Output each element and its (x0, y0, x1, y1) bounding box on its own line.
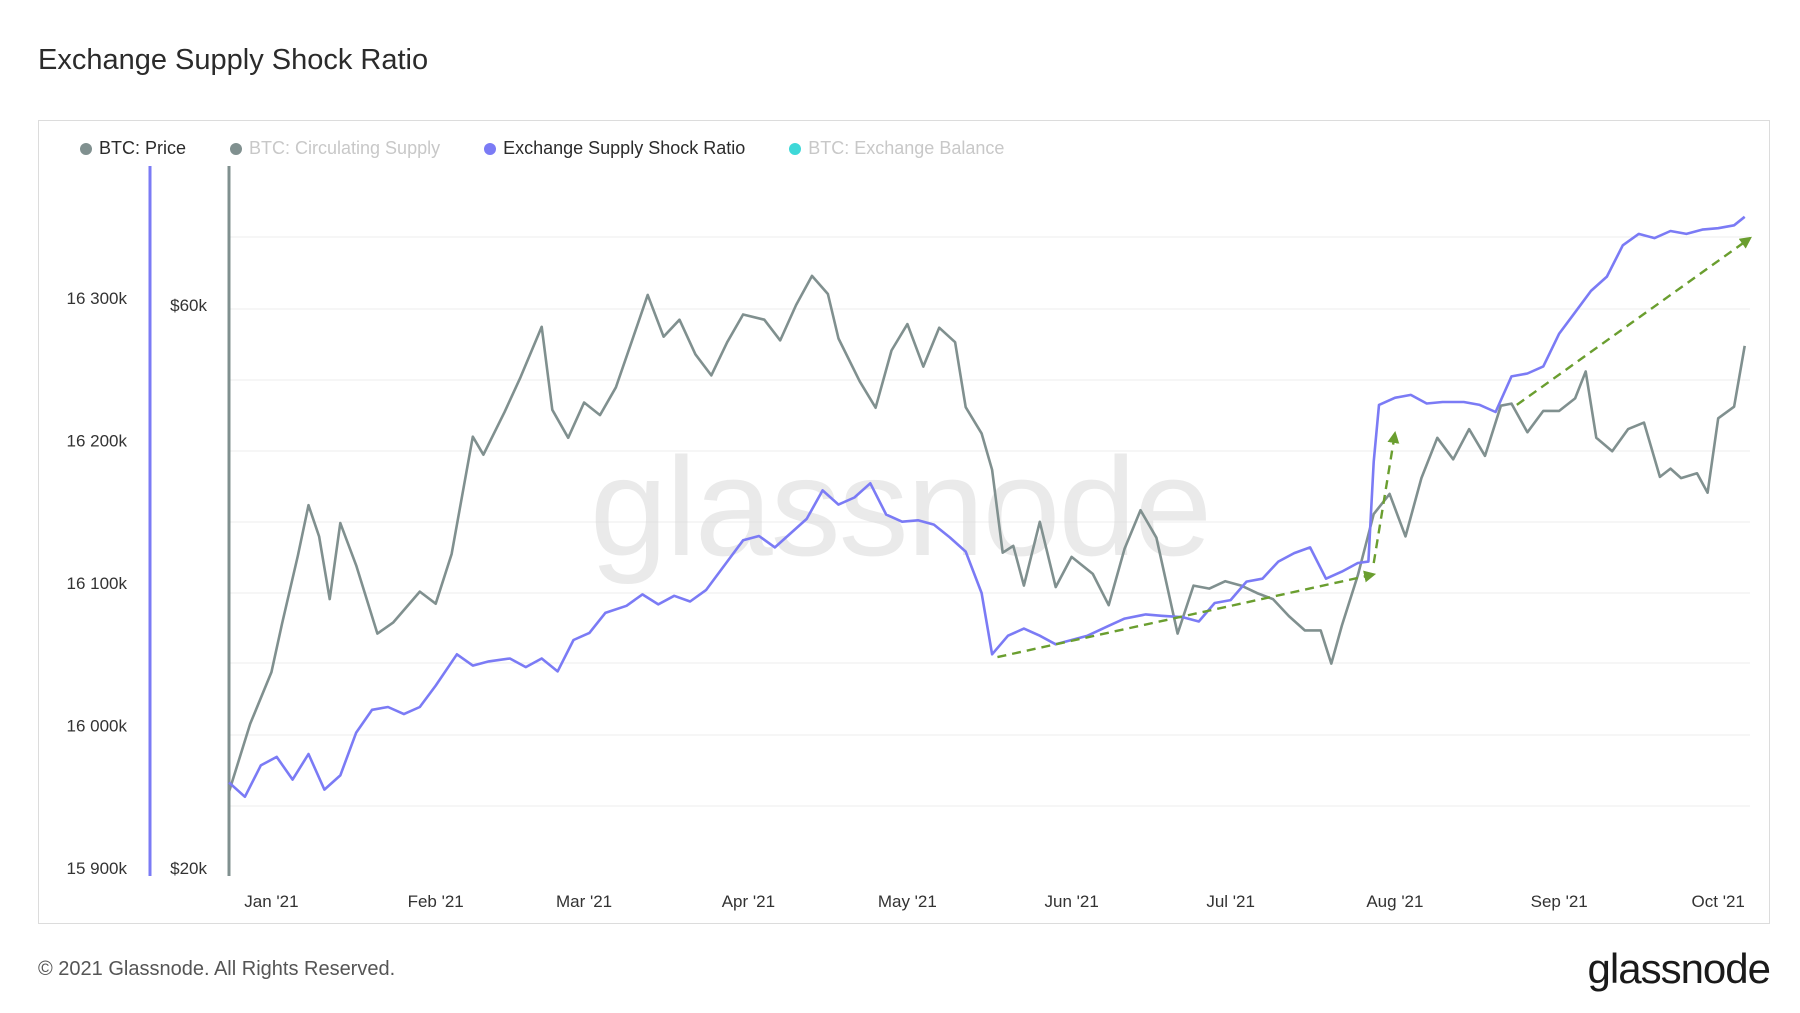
price-tick-label: $60k (170, 296, 207, 315)
watermark: glassnode (590, 428, 1210, 585)
x-tick-label: Oct '21 (1692, 892, 1745, 911)
supply-tick-label: 15 900k (67, 859, 128, 878)
x-tick-label: Mar '21 (556, 892, 612, 911)
x-tick-label: Aug '21 (1366, 892, 1423, 911)
x-tick-label: Jun '21 (1044, 892, 1098, 911)
copyright-footer: © 2021 Glassnode. All Rights Reserved. (38, 958, 395, 981)
x-tick-label: Jan '21 (244, 892, 298, 911)
supply-tick-label: 16 300k (67, 289, 128, 308)
x-tick-label: Feb '21 (408, 892, 464, 911)
x-tick-label: Jul '21 (1206, 892, 1255, 911)
glassnode-logo[interactable]: glassnode (1588, 945, 1770, 993)
supply-tick-label: 16 000k (67, 717, 128, 736)
x-tick-label: Sep '21 (1531, 892, 1588, 911)
x-tick-label: May '21 (878, 892, 937, 911)
supply-tick-label: 16 200k (67, 432, 128, 451)
price-tick-label: $20k (170, 859, 207, 878)
x-tick-label: Apr '21 (722, 892, 775, 911)
supply-tick-label: 16 100k (67, 574, 128, 593)
